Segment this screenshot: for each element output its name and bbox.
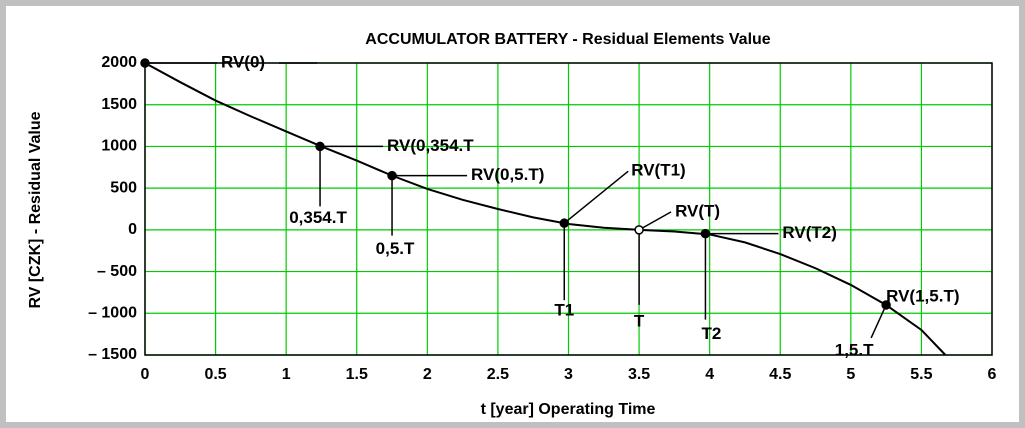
marker xyxy=(634,225,644,235)
leader-line xyxy=(563,170,629,224)
y-tick-label: 2000 xyxy=(101,54,137,71)
y-tick-label: – 1000 xyxy=(88,305,137,322)
marker-label: RV(1,5.T) xyxy=(886,286,959,305)
time-label: T2 xyxy=(702,324,722,343)
y-tick-label: 1000 xyxy=(101,138,137,155)
chart-title: ACCUMULATOR BATTERY - Residual Elements … xyxy=(365,31,771,48)
marker-label: RV(T2) xyxy=(782,223,836,242)
x-tick-label: 1.5 xyxy=(346,366,368,383)
marker-label: RV(0,354.T xyxy=(387,136,474,155)
x-tick-label: 2.5 xyxy=(487,366,509,383)
x-tick-label: 5.5 xyxy=(910,366,932,383)
marker-label: RV(0) xyxy=(221,52,265,71)
y-tick-label: 0 xyxy=(128,221,137,238)
drop-line xyxy=(870,304,887,339)
leader-line xyxy=(638,211,672,231)
x-tick-label: 1 xyxy=(282,366,291,383)
y-tick-label: – 1500 xyxy=(88,346,137,363)
marker xyxy=(140,58,150,68)
x-tick-label: 4 xyxy=(705,366,714,383)
x-tick-label: 2 xyxy=(423,366,432,383)
x-tick-label: 4.5 xyxy=(769,366,791,383)
time-label: T1 xyxy=(554,301,574,320)
marker xyxy=(315,141,325,152)
time-label: 0,5.T xyxy=(376,239,415,258)
y-axis-label: RV [CZK] - Residual Value xyxy=(27,111,44,308)
time-label: T xyxy=(634,311,645,330)
x-tick-label: 3.5 xyxy=(628,366,650,383)
x-tick-label: 3 xyxy=(564,366,573,383)
marker-label: RV(T) xyxy=(675,201,720,220)
x-axis-label: t [year] Operating Time xyxy=(481,401,656,418)
x-tick-label: 0 xyxy=(141,366,150,383)
y-tick-label: – 500 xyxy=(97,263,137,280)
plot-frame xyxy=(144,62,993,356)
time-label: 0,354.T xyxy=(289,208,347,227)
x-tick-label: 6 xyxy=(988,366,997,383)
marker xyxy=(881,300,891,310)
marker-label: RV(0,5.T) xyxy=(471,165,544,184)
marker xyxy=(387,170,397,181)
y-tick-label: 500 xyxy=(110,179,137,196)
marker xyxy=(559,218,570,228)
y-tick-label: 1500 xyxy=(101,96,137,113)
x-tick-label: 5 xyxy=(846,366,855,383)
x-tick-label: 0.5 xyxy=(204,366,226,383)
curve xyxy=(144,62,947,356)
marker xyxy=(700,228,711,239)
time-label: 1,5.T xyxy=(835,340,874,359)
marker-label: RV(T1) xyxy=(631,161,685,180)
